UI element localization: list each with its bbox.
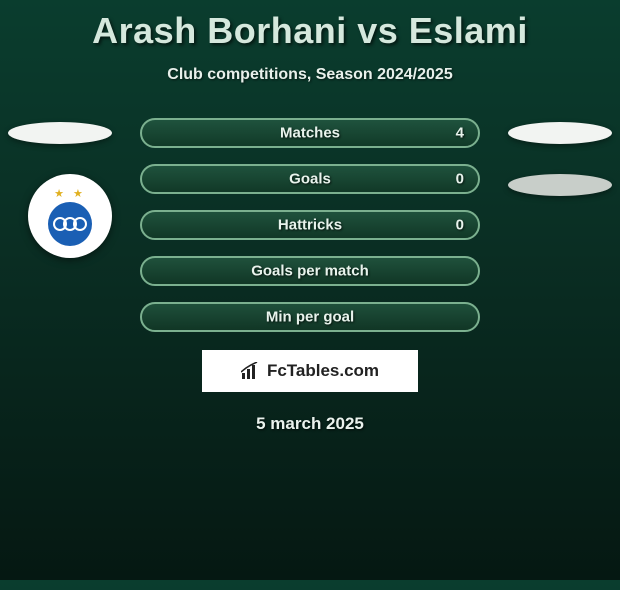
brand-text: FcTables.com — [267, 361, 379, 381]
stat-bars: Matches 4 Goals 0 Hattricks 0 Goals per … — [140, 118, 480, 348]
stat-label: Hattricks — [142, 217, 478, 234]
stat-value: 4 — [456, 125, 464, 142]
stat-row-hattricks: Hattricks 0 — [140, 210, 480, 240]
club-rings-icon — [48, 202, 92, 246]
stat-row-goals-per-match: Goals per match — [140, 256, 480, 286]
date-text: 5 march 2025 — [0, 414, 620, 434]
page-title: Arash Borhani vs Eslami — [0, 10, 620, 52]
stat-value: 0 — [456, 217, 464, 234]
club-left-badge: ★ ★ — [28, 174, 112, 258]
stat-row-min-per-goal: Min per goal — [140, 302, 480, 332]
star-icon: ★ ★ — [54, 187, 86, 200]
stat-label: Goals per match — [142, 263, 478, 280]
stat-row-goals: Goals 0 — [140, 164, 480, 194]
player-right-placeholder-icon — [508, 122, 612, 144]
comparison-area: ★ ★ Matches 4 Goals 0 Hattricks 0 Goals … — [0, 118, 620, 338]
brand-watermark: FcTables.com — [202, 350, 418, 392]
stat-value: 0 — [456, 171, 464, 188]
player-left-placeholder-icon — [8, 122, 112, 144]
stat-label: Matches — [142, 125, 478, 142]
bar-chart-icon — [241, 362, 261, 380]
stat-label: Goals — [142, 171, 478, 188]
club-right-placeholder-icon — [508, 174, 612, 196]
stat-row-matches: Matches 4 — [140, 118, 480, 148]
subtitle: Club competitions, Season 2024/2025 — [0, 66, 620, 84]
stat-label: Min per goal — [142, 309, 478, 326]
